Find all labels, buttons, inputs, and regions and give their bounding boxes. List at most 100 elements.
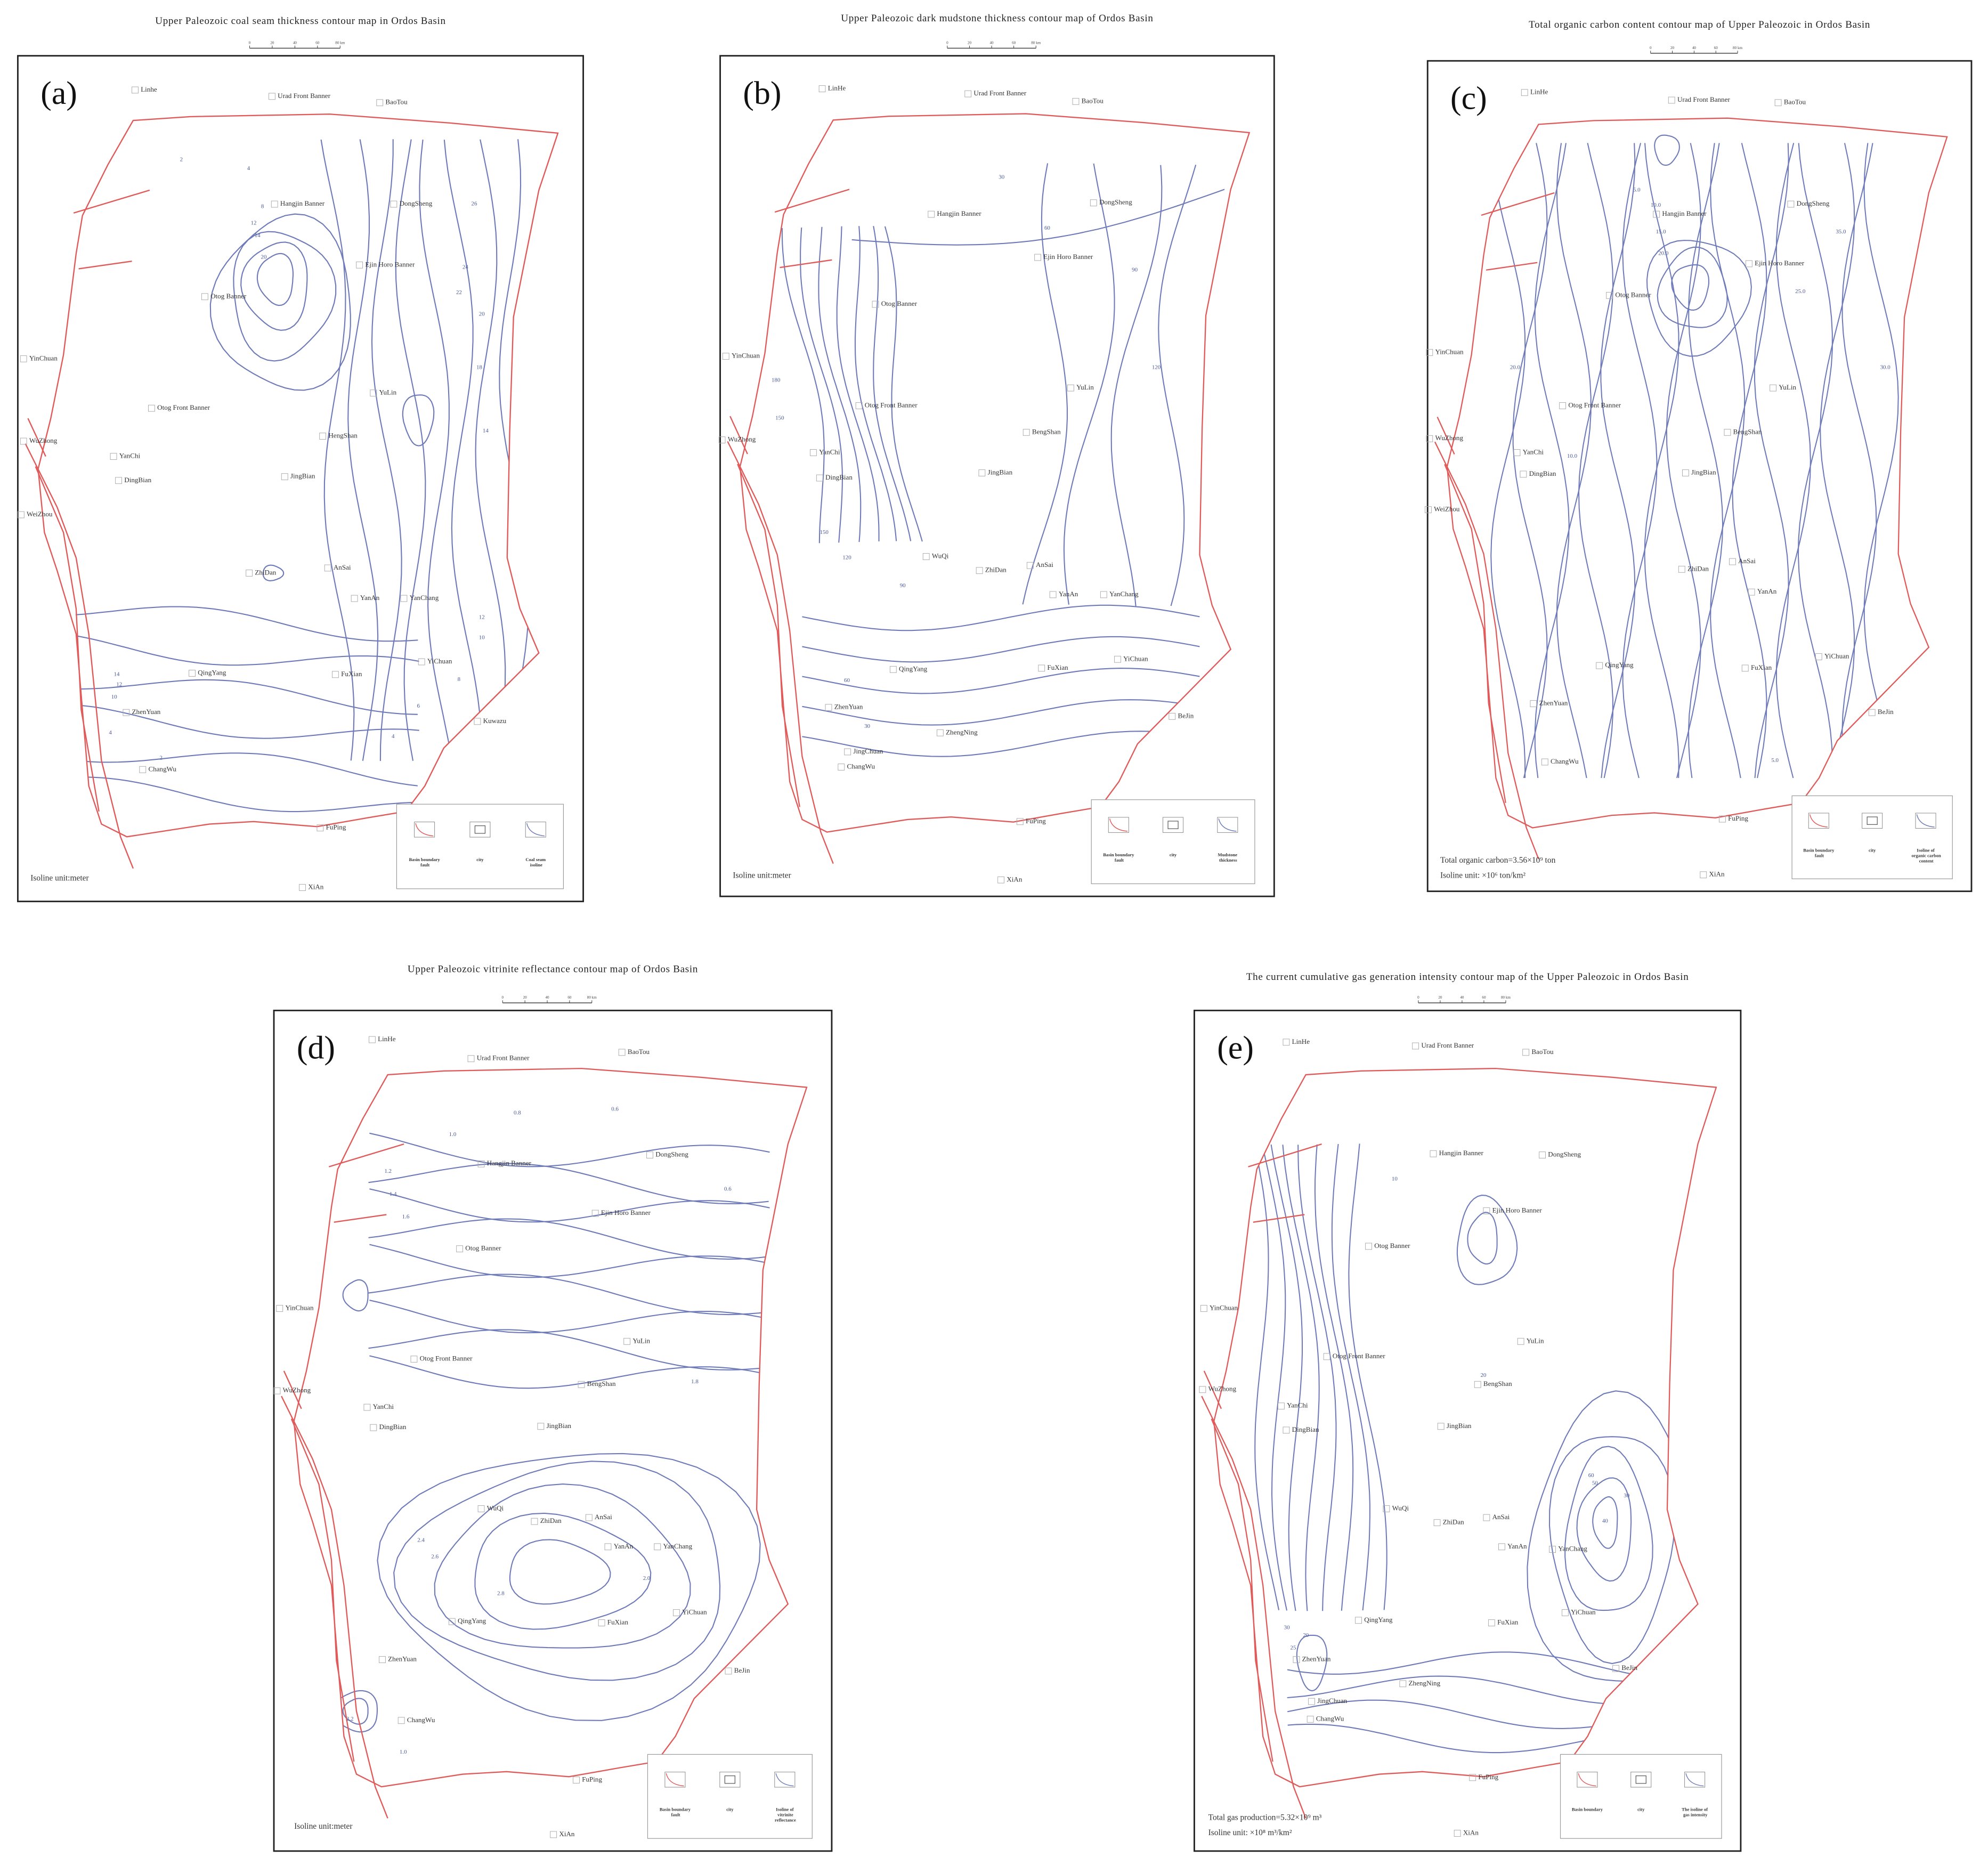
legend-line: Isoline of	[1917, 847, 1935, 853]
contour-line	[368, 1163, 769, 1204]
place-name: DingBian	[1529, 469, 1556, 477]
city-marker	[1522, 1049, 1530, 1056]
place-name: DingBian	[379, 1423, 407, 1431]
city-marker	[115, 477, 122, 484]
contour-label: 90	[900, 582, 906, 589]
city-marker	[1741, 664, 1749, 672]
city-marker	[273, 1387, 281, 1394]
legend-label: Isoline of organic carbon content	[1910, 847, 1941, 863]
city-marker	[1606, 291, 1613, 299]
place-name: QingYang	[899, 664, 928, 672]
city-marker	[1049, 591, 1057, 598]
contour-line	[873, 226, 912, 541]
city-marker	[1454, 1830, 1461, 1837]
city-marker	[1433, 1519, 1441, 1527]
place-name: QingYang	[198, 668, 226, 676]
contour-label: 4	[392, 733, 395, 740]
scale-label: 40	[1692, 46, 1697, 50]
fault-line	[1201, 1396, 1307, 1819]
place-name: FuPing	[1728, 814, 1748, 822]
city-marker	[1026, 562, 1034, 569]
contours	[1254, 1144, 1703, 1754]
city-marker	[1653, 210, 1660, 218]
city-marker	[1700, 871, 1707, 879]
contour-line	[233, 231, 337, 362]
contour-line	[1297, 1145, 1337, 1611]
city-marker	[369, 1036, 376, 1043]
place-name: ZhenYuan	[132, 708, 161, 716]
city-marker	[623, 1337, 631, 1345]
fault-line	[283, 1371, 302, 1409]
contour-line	[1512, 143, 1548, 779]
city-marker	[363, 1404, 371, 1411]
panel-label: (c)	[1450, 80, 1487, 117]
place-name: ZhiDan	[1443, 1518, 1464, 1526]
place-name: Otog Front Banner	[1568, 401, 1621, 409]
contour-label: 90	[1132, 266, 1138, 273]
place-name: JingChuan	[1317, 1697, 1347, 1705]
place-name: QingYang	[1364, 1616, 1393, 1624]
place-name: DingBian	[825, 473, 853, 481]
city-marker	[1498, 1543, 1505, 1551]
legend-line: reflectance	[774, 1817, 796, 1822]
legend-line: thickness	[1218, 857, 1238, 863]
basin-boundary	[37, 113, 559, 838]
scale-label: 60	[1482, 995, 1486, 1000]
contour-line	[1657, 246, 1728, 328]
fault-line	[1444, 464, 1506, 803]
place-name: FuPing	[582, 1775, 602, 1783]
contour-line	[1254, 1144, 1280, 1610]
map-panel: Upper Paleozoic vitrinite reflectance co…	[273, 964, 833, 1852]
city-marker	[978, 469, 986, 476]
panel-title: Upper Paleozoic vitrinite reflectance co…	[408, 964, 698, 975]
place-name: Hangjin Banner	[1439, 1149, 1484, 1157]
city-marker	[1774, 99, 1782, 107]
legend-icon-city	[1167, 821, 1179, 829]
legend-line: fault	[419, 862, 429, 867]
place-name: AnSai	[334, 563, 351, 571]
place-name: BengShan	[587, 1380, 616, 1388]
place-name: BeJin	[1878, 708, 1894, 716]
city-marker	[319, 433, 327, 440]
legend-icon	[664, 1771, 686, 1788]
place-name: Otog Banner	[881, 299, 918, 307]
contour-label: 20	[1303, 1632, 1309, 1639]
legend-line: fault	[1814, 853, 1824, 858]
city-marker	[1719, 815, 1726, 823]
place-name: JingChuan	[853, 747, 883, 755]
contour-line	[802, 699, 1200, 726]
city-marker	[1072, 98, 1080, 105]
contour-line	[781, 228, 825, 544]
place-name: Ejin Horo Banner	[1043, 253, 1093, 261]
contour-label: 10	[1392, 1175, 1398, 1182]
place-name: YanChi	[1287, 1401, 1308, 1409]
place-name: FuXian	[1497, 1618, 1519, 1626]
legend-line: The isoline of	[1682, 1806, 1708, 1812]
contour-label: 2.8	[497, 1590, 505, 1596]
place-name: LinHe	[378, 1035, 396, 1043]
legend-line: Basin boundary	[409, 857, 440, 862]
city-marker	[1513, 449, 1521, 456]
fault-line	[729, 416, 748, 455]
contour-line	[256, 253, 294, 306]
scale-label: 80 km	[1501, 995, 1511, 1000]
place-name: ZhenYuan	[1302, 1655, 1331, 1663]
panel-label: (e)	[1217, 1030, 1254, 1066]
contour-line	[368, 1329, 769, 1371]
city-marker	[477, 1160, 485, 1167]
contour-label: 120	[842, 554, 851, 561]
city-marker	[1549, 1546, 1556, 1553]
contour-line	[1296, 1634, 1328, 1692]
contour-line	[1287, 1651, 1643, 1677]
city-marker	[123, 709, 130, 716]
contour-label: 30	[1624, 1493, 1629, 1499]
city-marker	[317, 824, 324, 832]
contour-label: 18	[476, 364, 482, 371]
legend-label: Mudstone thickness	[1218, 852, 1238, 863]
legend-line: Mudstone	[1218, 852, 1238, 857]
contour-line	[434, 1483, 691, 1649]
place-name: ZhengNing	[946, 728, 978, 736]
contour-label: 60	[1588, 1472, 1594, 1479]
contour-line	[77, 776, 419, 813]
